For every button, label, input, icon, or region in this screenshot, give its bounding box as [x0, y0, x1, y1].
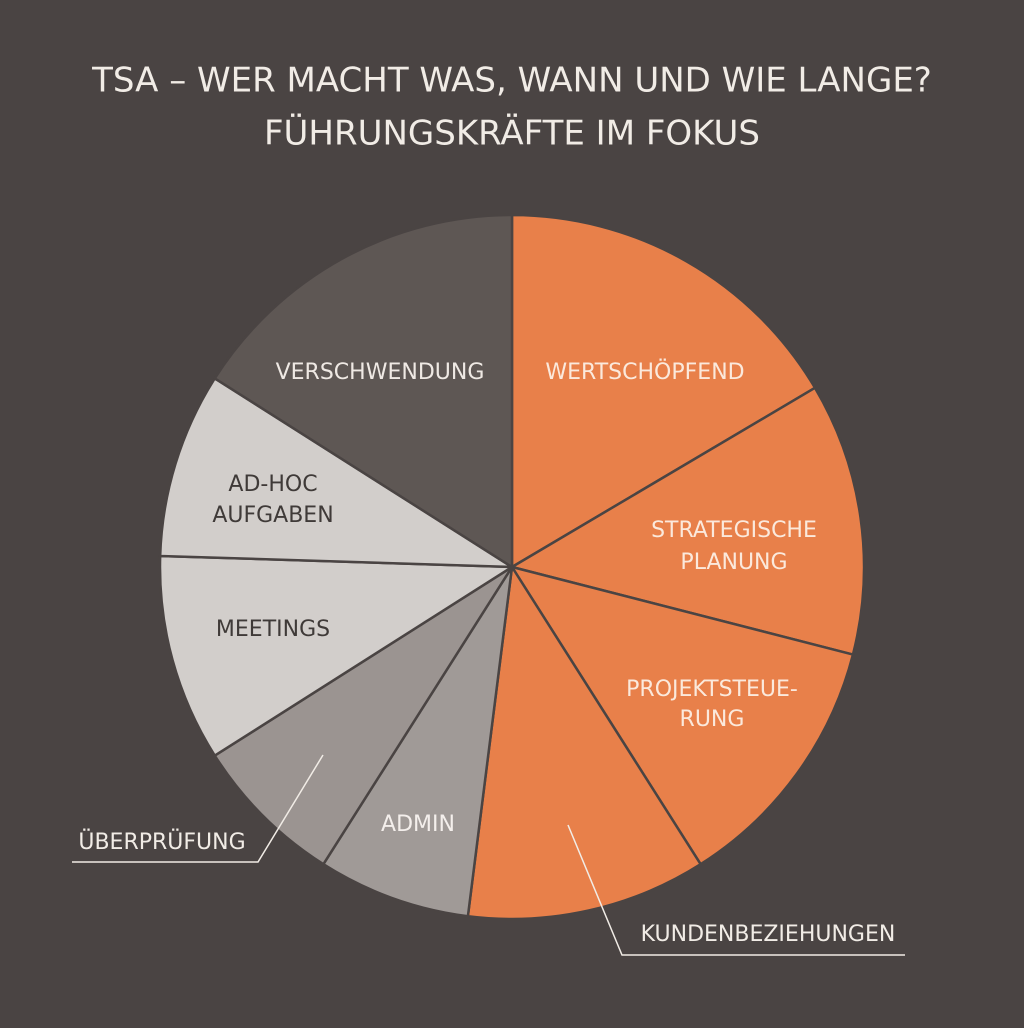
leader-line: [567, 824, 905, 956]
slice-label: PROJEKTSTEUE-: [626, 677, 798, 702]
pie-slice: [510, 386, 866, 656]
pie-slice: [510, 213, 817, 569]
pie-slice: [213, 213, 514, 569]
slice-label: MEETINGS: [216, 617, 330, 642]
slice-label: RUNG: [680, 707, 745, 732]
slice-label: ADMIN: [381, 812, 455, 837]
pie-slice: [213, 565, 514, 866]
pie-slice: [158, 377, 514, 569]
slice-label: WERTSCHÖPFEND: [545, 359, 744, 385]
pie-slice: [322, 565, 514, 918]
slice-label: PLANUNG: [680, 550, 787, 575]
slice-label: ÜBERPRÜFUNG: [78, 829, 245, 855]
chart-subtitle: FÜHRUNGSKRÄFTE IM FOKUS: [264, 113, 760, 154]
slice-label: AD-HOC: [228, 472, 317, 497]
chart-title: TSA – WER MACHT WAS, WANN UND WIE LANGE?: [91, 61, 932, 101]
slice-label: VERSCHWENDUNG: [276, 360, 485, 385]
pie-slice: [158, 554, 514, 757]
slice-label: KUNDENBEZIEHUNGEN: [641, 922, 896, 947]
slice-label: AUFGABEN: [212, 503, 333, 528]
pie-slice: [510, 565, 855, 866]
leader-line: [72, 754, 324, 863]
pie-slice: [466, 565, 702, 921]
slice-label: STRATEGISCHE: [651, 518, 817, 543]
